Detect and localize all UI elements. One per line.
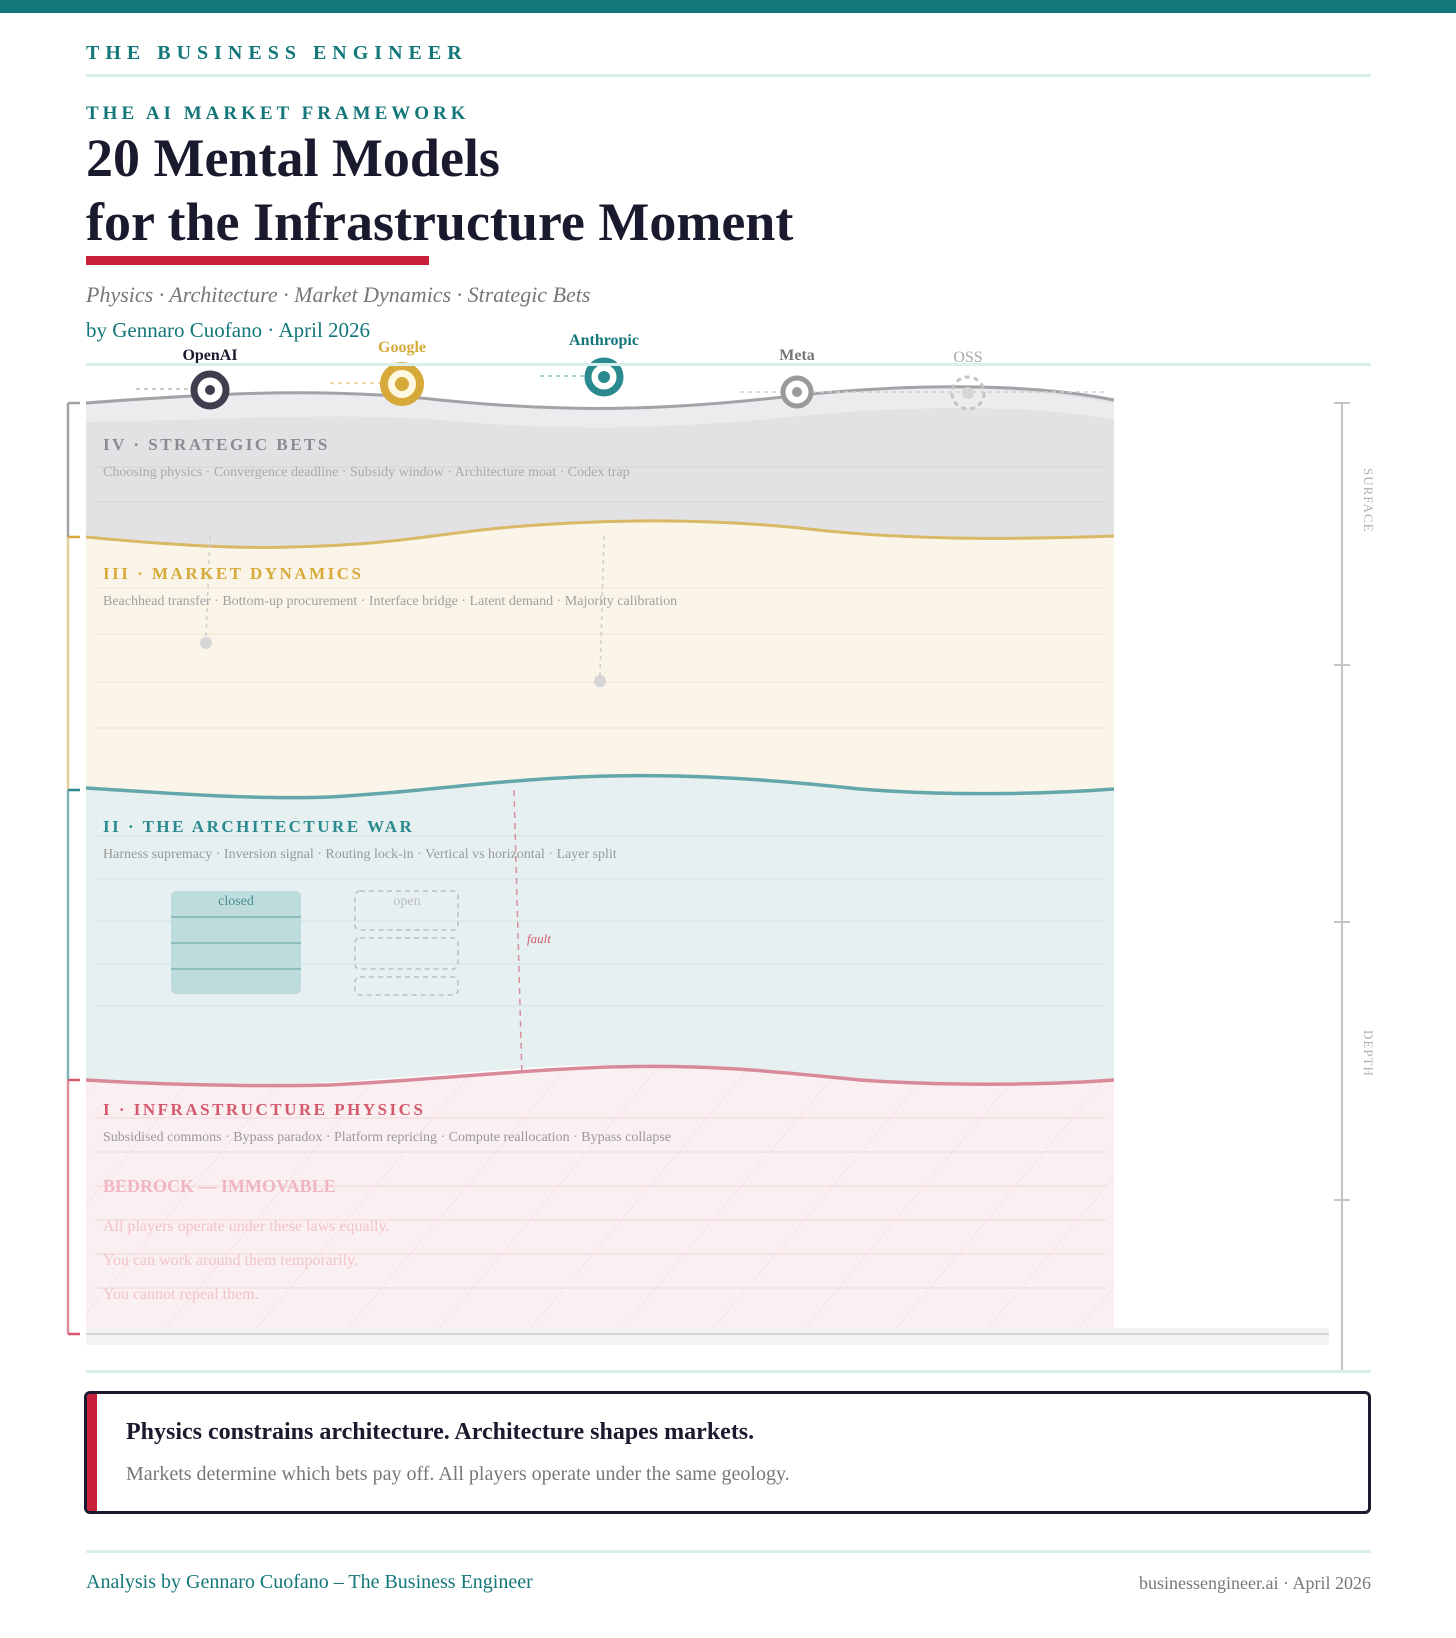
depth-label-surface: SURFACE [1361, 468, 1376, 533]
byline: by Gennaro Cuofano · April 2026 [86, 318, 371, 342]
layer-label-architecture-war: II · THE ARCHITECTURE WAR [103, 817, 414, 836]
callout-accent-bar [87, 1394, 97, 1511]
layer-market-dynamics [85, 519, 1115, 799]
callout-divider [86, 1370, 1371, 1373]
title-underline [86, 256, 429, 265]
key-insight-callout: Physics constrains architecture. Archite… [84, 1391, 1371, 1514]
layer-infrastructure-physics [85, 1064, 1329, 1345]
layer-models-strategic-bets: Choosing physics · Convergence deadline … [103, 465, 630, 480]
bedrock-title: BEDROCK — IMMOVABLE [103, 1176, 336, 1196]
player-label-anthropic: Anthropic [569, 332, 639, 349]
player-meta: Meta [779, 347, 815, 409]
player-label-oss: OSS [953, 349, 982, 366]
title-line-2: for the Infrastructure Moment [86, 192, 794, 252]
footer-divider [86, 1550, 1371, 1553]
player-openai: OpenAI [182, 347, 238, 410]
layer-architecture-war [85, 773, 1115, 1085]
player-label-google: Google [378, 339, 426, 356]
open-stack [354, 890, 459, 996]
layer-strategic-bets [85, 385, 1115, 548]
fault-label: fault [527, 931, 551, 946]
open-label: open [393, 894, 420, 909]
geology-diagram: SURFACE DEPTH OpenAI Google Anthropic Me… [66, 332, 1376, 1370]
player-label-openai: OpenAI [182, 347, 237, 364]
player-label-meta: Meta [779, 347, 815, 364]
layer-label-market-dynamics: III · MARKET DYNAMICS [103, 564, 363, 583]
closed-stack [171, 891, 301, 994]
player-oss: OSS [950, 349, 986, 411]
diagram-top-divider [86, 363, 1371, 366]
depth-scale: SURFACE DEPTH [1334, 402, 1376, 1370]
player-google: Google [378, 339, 426, 406]
title-line-1: 20 Mental Models [86, 128, 500, 188]
layer-text: IV · STRATEGIC BETS Choosing physics · C… [103, 435, 677, 1303]
layer-models-infrastructure-physics: Subsidised commons · Bypass paradox · Pl… [103, 1130, 671, 1145]
framework-kicker: THE AI MARKET FRAMEWORK [86, 103, 470, 124]
layer-models-architecture-war: Harness supremacy · Inversion signal · R… [103, 847, 617, 862]
brand-name: THE BUSINESS ENGINEER [86, 42, 468, 64]
fault-line [513, 789, 523, 1078]
header-divider [86, 74, 1371, 77]
depth-label-depth: DEPTH [1361, 1030, 1376, 1077]
bedrock-line-2: You can work around them temporarily. [103, 1252, 358, 1269]
layer-label-strategic-bets: IV · STRATEGIC BETS [103, 435, 330, 454]
player-anthropic: Anthropic [569, 332, 639, 397]
closed-label: closed [218, 894, 254, 909]
bedrock-line-3: You cannot repeal them. [103, 1286, 259, 1303]
footer-site-date: businessengineer.ai · April 2026 [1139, 1573, 1371, 1593]
player-markers: OpenAI Google Anthropic Meta OSS [136, 332, 1104, 411]
page-title: 20 Mental Models for the Infrastructure … [86, 126, 793, 254]
top-accent-bar [0, 0, 1456, 13]
layer-label-infrastructure-physics: I · INFRASTRUCTURE PHYSICS [103, 1100, 425, 1119]
layer-bracket [66, 401, 80, 1336]
footer-attribution: Analysis by Gennaro Cuofano – The Busine… [86, 1571, 533, 1593]
callout-headline: Physics constrains architecture. Archite… [126, 1419, 755, 1445]
layer-models-market-dynamics: Beachhead transfer · Bottom-up procureme… [103, 594, 677, 609]
callout-body: Markets determine which bets pay off. Al… [126, 1463, 790, 1485]
subtitle: Physics · Architecture · Market Dynamics… [86, 282, 591, 307]
bedrock-line-1: All players operate under these laws equ… [103, 1218, 389, 1235]
